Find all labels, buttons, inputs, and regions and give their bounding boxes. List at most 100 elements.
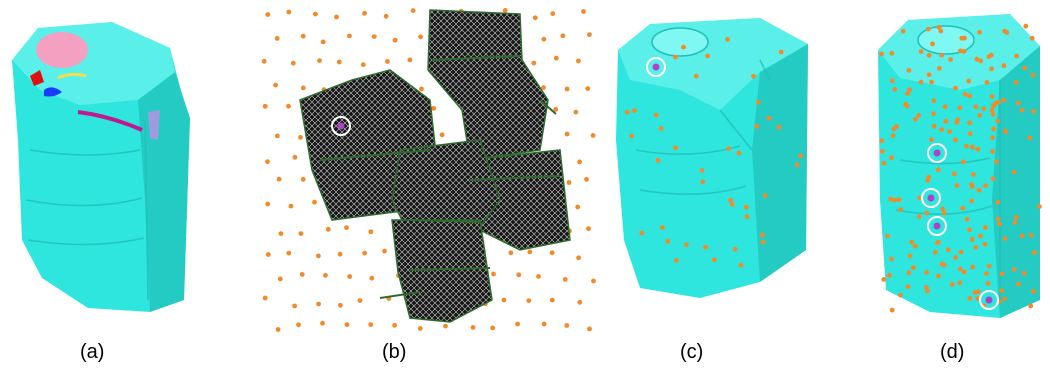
sample-point [918,79,924,85]
sample-point [896,197,902,203]
sample-point [978,58,984,64]
fold-lines-a [25,119,149,301]
sample-point [573,109,579,115]
sample-point [549,250,555,256]
sample-point [674,258,679,263]
highlight-point-c [652,63,660,71]
sample-point [632,108,637,113]
sample-point [292,303,297,309]
sample-point [502,7,508,13]
sample-point [958,48,963,54]
sample-point [317,58,322,63]
sample-point [978,233,983,239]
sample-point [1029,35,1035,41]
sample-point [410,8,416,14]
sample-point [954,183,960,188]
sample-point [262,103,268,109]
sample-point [624,109,630,115]
sample-point [983,183,988,189]
sample-point [265,252,271,257]
sample-point [336,59,342,65]
sample-point [931,123,937,129]
sample-point [470,325,476,330]
sample-point [924,270,929,275]
sample-point [419,86,424,92]
sample-point [1031,108,1036,114]
sample-point [967,227,972,233]
sample-point [1030,288,1036,294]
sample-point [926,72,932,78]
sample-point [334,14,339,20]
sample-point [977,112,983,118]
sample-point [1015,100,1021,106]
sample-point [566,180,572,185]
sample-point [900,28,906,34]
sample-point [990,135,995,141]
sample-point [298,231,304,237]
sample-point [577,299,583,305]
sample-point [515,321,520,327]
sample-point [700,179,706,185]
sample-point [1021,270,1027,276]
sample-point [951,171,957,177]
sample-point [931,111,936,117]
sample-point [999,271,1005,277]
sample-point [1012,220,1018,225]
highlight-marker-d-3 [927,216,947,236]
sample-point [516,272,522,278]
sample-point [925,288,930,294]
sample-point [1001,63,1007,69]
sample-point [531,60,537,66]
region-blue-a [44,87,62,97]
sample-point [929,79,934,85]
sample-point [970,264,976,270]
sample-point [665,238,671,244]
sample-point [629,133,634,139]
sample-point [1019,107,1025,113]
sample-point [939,52,944,58]
sample-point [550,11,556,16]
sample-point [1028,232,1034,238]
sample-point [941,210,947,216]
sample-point [924,210,930,216]
sample-point [368,322,374,327]
sample-point [889,307,895,313]
sample-point [587,32,592,38]
sample-point [300,85,306,91]
sample-point [392,322,397,328]
sample-point [905,91,910,96]
sample-point [938,28,944,34]
sample-point [881,160,887,166]
sample-point [962,91,968,97]
sample-point [744,214,750,220]
sample-point [964,216,970,222]
sample-point [969,184,975,189]
panel-b [261,7,596,332]
sample-point [887,272,892,278]
sample-point [439,132,445,138]
sample-point [892,197,897,203]
sample-point [338,302,343,308]
sample-point [660,225,665,230]
highlight-point-d-2 [927,194,935,202]
panel-a [12,22,190,312]
sample-point [975,296,981,301]
sample-point [766,115,772,121]
sample-point [999,288,1005,294]
sample-point [681,44,686,50]
sample-point [937,66,942,71]
sample-point [1016,281,1021,287]
sample-point [362,250,368,256]
sample-point [655,158,661,163]
sample-point [1032,250,1037,255]
sample-point [549,297,555,303]
sample-point [997,221,1002,227]
sample-point [969,198,974,204]
sample-point [881,277,887,282]
sample-point [1027,135,1033,141]
sample-point [712,257,717,263]
highlight-marker-d-1 [927,143,947,163]
sample-point [576,58,581,64]
sample-point [344,322,350,327]
